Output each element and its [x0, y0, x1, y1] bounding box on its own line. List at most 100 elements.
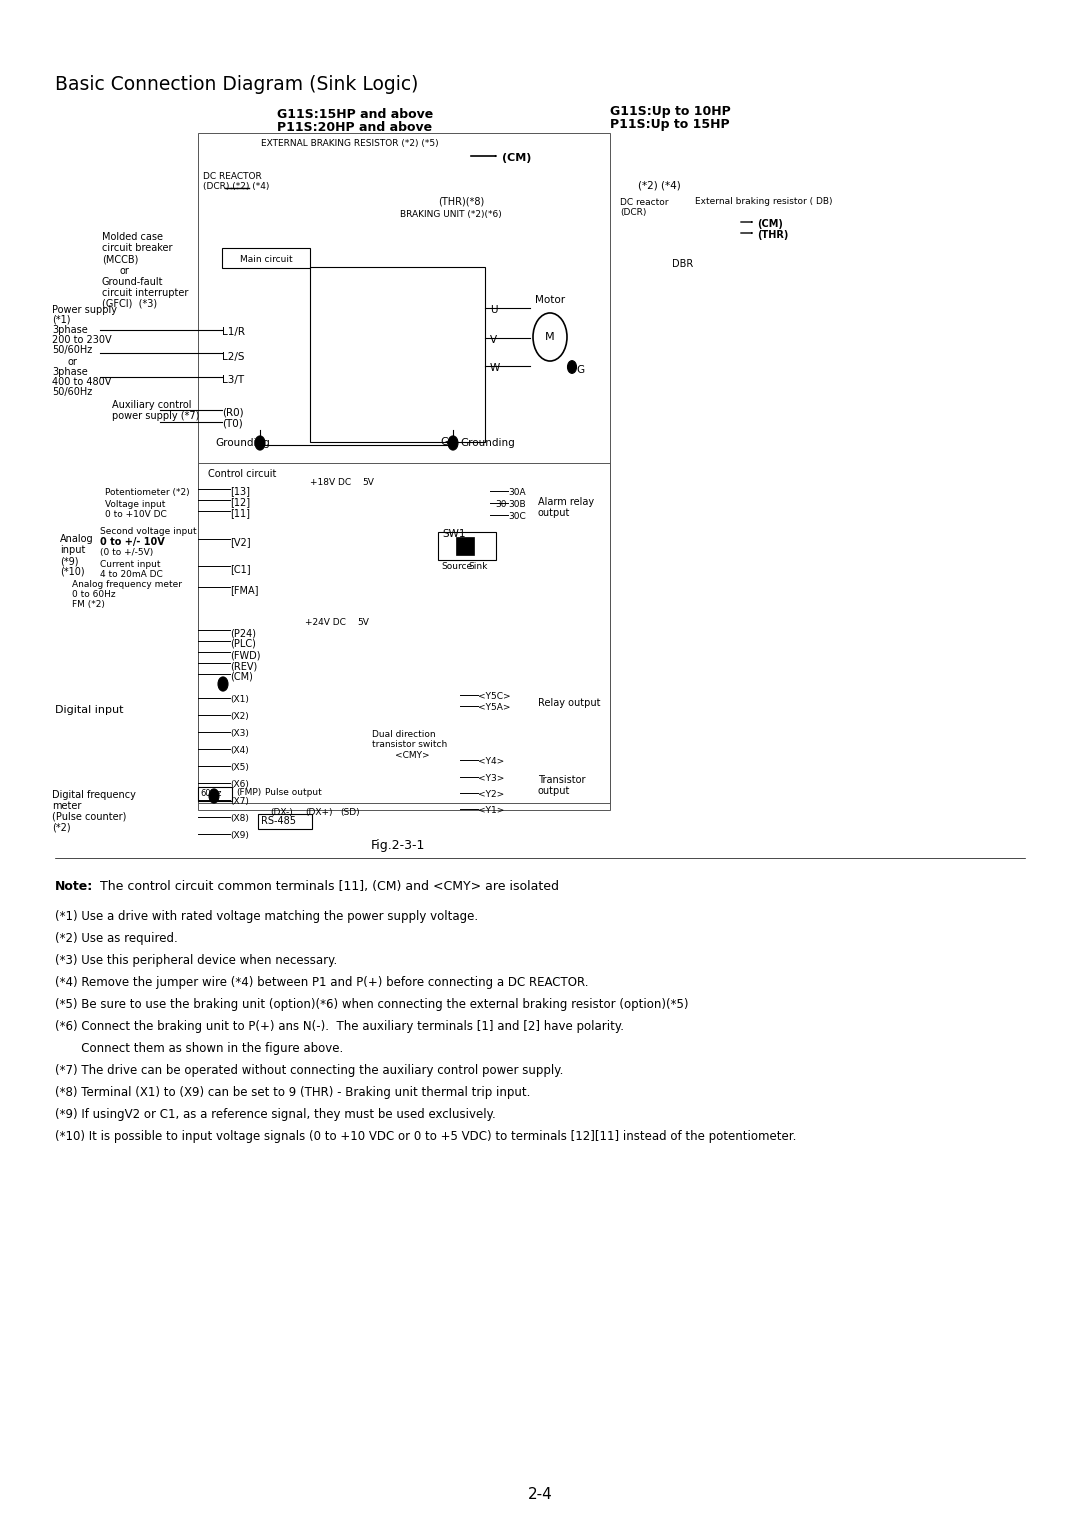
Circle shape — [448, 435, 458, 450]
Text: circuit interrupter: circuit interrupter — [102, 289, 188, 298]
Text: (*10): (*10) — [60, 567, 84, 577]
Text: 0 to +/- 10V: 0 to +/- 10V — [100, 538, 165, 547]
Text: 5V: 5V — [357, 618, 369, 628]
Text: 3phase: 3phase — [52, 325, 87, 334]
Text: (*1) Use a drive with rated voltage matching the power supply voltage.: (*1) Use a drive with rated voltage matc… — [55, 910, 478, 922]
Text: or: or — [120, 266, 130, 276]
Text: Control circuit: Control circuit — [208, 469, 276, 479]
Text: <CMY>: <CMY> — [395, 751, 430, 760]
Text: 200 to 230V: 200 to 230V — [52, 334, 111, 345]
Text: Analog frequency meter: Analog frequency meter — [72, 580, 183, 589]
Text: <Y5A>: <Y5A> — [478, 702, 511, 712]
Text: (*10) It is possible to input voltage signals (0 to +10 VDC or 0 to +5 VDC) to t: (*10) It is possible to input voltage si… — [55, 1130, 796, 1144]
Text: 0 to +10V DC: 0 to +10V DC — [105, 510, 166, 519]
Text: <Y4>: <Y4> — [478, 757, 504, 767]
Text: Transistor: Transistor — [538, 776, 585, 785]
Text: 400 to 480V: 400 to 480V — [52, 377, 111, 386]
Text: W: W — [490, 363, 500, 373]
Text: L2/S: L2/S — [222, 353, 244, 362]
Text: (X5): (X5) — [230, 764, 248, 773]
Circle shape — [534, 313, 567, 360]
Text: (X1): (X1) — [230, 695, 248, 704]
Text: RS-485: RS-485 — [261, 815, 296, 826]
Bar — [198, 133, 610, 809]
Text: (FMP): (FMP) — [237, 788, 261, 797]
Text: Connect them as shown in the figure above.: Connect them as shown in the figure abov… — [55, 1041, 343, 1055]
Text: Fig.2-3-1: Fig.2-3-1 — [370, 838, 426, 852]
Text: 50/60Hz: 50/60Hz — [52, 386, 92, 397]
Text: Digital frequency: Digital frequency — [52, 789, 136, 800]
Text: (DX+): (DX+) — [305, 808, 333, 817]
Text: [C1]: [C1] — [230, 563, 251, 574]
Text: Grounding: Grounding — [215, 438, 270, 447]
Text: G: G — [440, 437, 448, 447]
Text: (THR)(*8): (THR)(*8) — [438, 195, 484, 206]
Text: input: input — [60, 545, 85, 554]
Text: Motor: Motor — [535, 295, 565, 305]
Bar — [310, 267, 485, 441]
Text: (DX-): (DX-) — [270, 808, 293, 817]
Text: Ground-fault: Ground-fault — [102, 276, 163, 287]
Bar — [198, 463, 610, 803]
Text: <Y1>: <Y1> — [478, 806, 504, 815]
Circle shape — [218, 676, 228, 692]
Text: (PLC): (PLC) — [230, 638, 256, 649]
Text: Alarm relay: Alarm relay — [538, 496, 594, 507]
Text: <Y3>: <Y3> — [478, 774, 504, 783]
Text: 30A: 30A — [508, 489, 526, 496]
Text: External braking resistor ( DB): External braking resistor ( DB) — [696, 197, 833, 206]
Text: output: output — [538, 508, 570, 518]
Text: Potentiometer (*2): Potentiometer (*2) — [105, 489, 190, 496]
Text: (REV): (REV) — [230, 661, 257, 670]
Text: (X2): (X2) — [230, 712, 248, 721]
Text: Relay output: Relay output — [538, 698, 600, 709]
Text: (*2): (*2) — [52, 823, 70, 834]
Text: V: V — [490, 334, 497, 345]
Text: G: G — [576, 365, 584, 376]
Text: FM (*2): FM (*2) — [72, 600, 105, 609]
Text: P11S:20HP and above: P11S:20HP and above — [278, 121, 433, 134]
Text: Dual direction: Dual direction — [372, 730, 435, 739]
Text: Pulse output: Pulse output — [265, 788, 322, 797]
Text: (X7): (X7) — [230, 797, 248, 806]
Text: Analog: Analog — [60, 534, 94, 544]
Text: (X6): (X6) — [230, 780, 248, 789]
Text: DBR: DBR — [672, 260, 693, 269]
Bar — [456, 538, 474, 554]
Text: Auxiliary control: Auxiliary control — [112, 400, 191, 411]
Bar — [438, 531, 496, 560]
Text: (X3): (X3) — [230, 728, 248, 738]
Text: power supply (*7): power supply (*7) — [112, 411, 200, 421]
Text: L1/R: L1/R — [222, 327, 245, 337]
Text: (MCCB): (MCCB) — [102, 253, 138, 264]
Text: G11S:Up to 10HP: G11S:Up to 10HP — [609, 105, 730, 118]
Text: (*2) (*4): (*2) (*4) — [638, 180, 680, 189]
Text: (FWD): (FWD) — [230, 651, 260, 660]
Text: or: or — [68, 357, 78, 366]
Text: (R0): (R0) — [222, 408, 244, 417]
Text: 3phase: 3phase — [52, 366, 87, 377]
Text: 60Hz: 60Hz — [200, 789, 221, 799]
Text: <Y5C>: <Y5C> — [478, 692, 511, 701]
Text: (Pulse counter): (Pulse counter) — [52, 812, 126, 822]
Text: (SD): (SD) — [340, 808, 360, 817]
Text: output: output — [538, 786, 570, 796]
Text: (*8) Terminal (X1) to (X9) can be set to 9 (THR) - Braking unit thermal trip inp: (*8) Terminal (X1) to (X9) can be set to… — [55, 1086, 530, 1099]
Text: (*5) Be sure to use the braking unit (option)(*6) when connecting the external b: (*5) Be sure to use the braking unit (op… — [55, 999, 689, 1011]
Text: L3/T: L3/T — [222, 376, 244, 385]
Text: Basic Connection Diagram (Sink Logic): Basic Connection Diagram (Sink Logic) — [55, 75, 418, 95]
Text: (DCR): (DCR) — [620, 208, 646, 217]
Text: U: U — [490, 305, 498, 315]
Text: 2-4: 2-4 — [528, 1487, 552, 1503]
Text: 0 to 60Hz: 0 to 60Hz — [72, 589, 116, 599]
Text: transistor switch: transistor switch — [372, 741, 447, 750]
Text: 5V: 5V — [362, 478, 374, 487]
Bar — [258, 814, 312, 829]
Text: M: M — [545, 331, 555, 342]
Text: (T0): (T0) — [222, 418, 243, 429]
Text: Sink: Sink — [468, 562, 487, 571]
Text: [FMA]: [FMA] — [230, 585, 258, 596]
Text: meter: meter — [52, 802, 81, 811]
Text: Second voltage input: Second voltage input — [100, 527, 197, 536]
Text: DC REACTOR: DC REACTOR — [203, 173, 261, 182]
